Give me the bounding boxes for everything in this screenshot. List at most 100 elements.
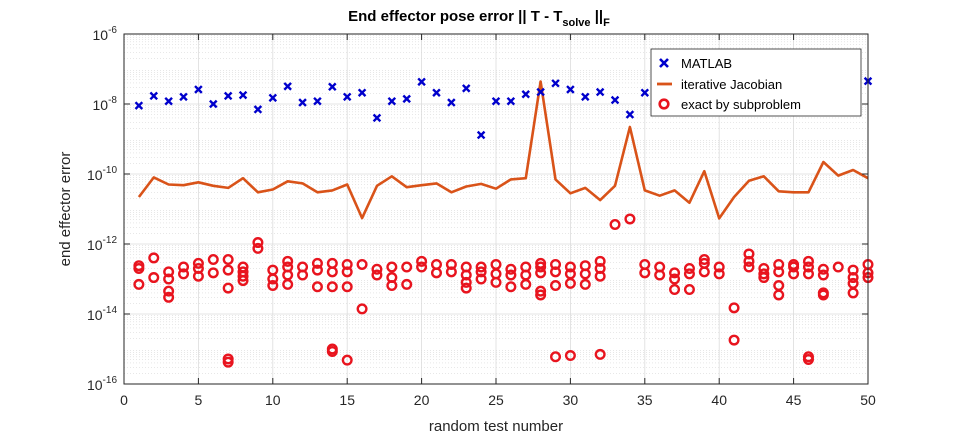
exact-subproblem-point — [847, 287, 859, 299]
exact-subproblem-point — [847, 272, 859, 284]
exact-subproblem-point — [192, 270, 204, 282]
exact-subproblem-point — [445, 266, 457, 278]
exact-subproblem-point — [817, 269, 829, 281]
exact-subproblem-point — [341, 281, 353, 293]
y-tick-label: 10-16 — [87, 375, 117, 393]
exact-subproblem-point — [713, 268, 725, 280]
x-tick-label: 15 — [339, 392, 355, 408]
exact-subproblem-point — [535, 261, 547, 273]
exact-subproblem-point — [341, 266, 353, 278]
exact-subproblem-point — [401, 278, 413, 290]
exact-subproblem-point — [728, 334, 740, 346]
exact-subproblem-point — [683, 284, 695, 296]
matlab-point — [491, 96, 501, 106]
exact-subproblem-point — [163, 285, 175, 297]
exact-subproblem-point — [356, 258, 368, 270]
exact-subproblem-point — [609, 219, 621, 231]
matlab-point — [551, 79, 560, 88]
matlab-point — [476, 130, 486, 140]
matlab-point — [417, 77, 426, 87]
exact-subproblem-point — [401, 261, 413, 273]
exact-subproblem-point — [341, 258, 353, 270]
x-tick-label: 20 — [414, 392, 430, 408]
y-tick-label: 10-14 — [87, 305, 117, 323]
exact-subproblem-point — [564, 350, 576, 362]
legend-label-matlab: MATLAB — [681, 56, 732, 71]
matlab-point — [134, 101, 144, 110]
exact-subproblem-point — [282, 255, 294, 267]
matlab-point — [447, 98, 456, 107]
exact-subproblem-point — [386, 261, 398, 273]
exact-subproblem-point — [639, 267, 651, 279]
legend-box — [650, 48, 862, 117]
exact-subproblem-point — [505, 269, 517, 281]
exact-subproblem-point — [832, 261, 844, 273]
exact-subproblem-point — [460, 276, 472, 288]
matlab-point — [372, 113, 382, 123]
matlab-point — [610, 95, 620, 105]
matlab-point — [506, 96, 516, 106]
y-tick-label: 10-12 — [87, 235, 117, 253]
exact-subproblem-point — [252, 237, 264, 249]
exact-subproblem-point — [163, 291, 175, 303]
exact-subproblem-point — [148, 272, 160, 284]
matlab-point — [328, 82, 337, 92]
exact-subproblem-point — [802, 261, 814, 273]
matlab-point — [402, 94, 411, 104]
exact-subproblem-point — [475, 261, 487, 273]
exact-subproblem-point — [758, 272, 770, 284]
exact-subproblem-point — [445, 258, 457, 270]
y-tick-label: 10-6 — [93, 25, 118, 43]
exact-subproblem-point — [802, 268, 814, 280]
matlab-point — [521, 89, 531, 99]
exact-subproblem-point — [698, 254, 710, 266]
exact-subproblem-point — [222, 356, 234, 368]
exact-subproblem-point — [326, 281, 338, 293]
matlab-point — [149, 91, 159, 101]
exact-subproblem-point — [460, 282, 472, 294]
exact-subproblem-point — [237, 275, 249, 287]
exact-subproblem-point — [624, 213, 636, 225]
matlab-point — [283, 82, 292, 91]
exact-subproblem-point — [207, 254, 219, 266]
exact-subproblem-point — [743, 255, 755, 267]
exact-subproblem-point — [163, 273, 175, 285]
exact-subproblem-point — [341, 354, 353, 366]
exact-subproblem-point — [178, 268, 190, 280]
exact-subproblem-point — [326, 345, 338, 357]
exact-subproblem-point — [654, 269, 666, 281]
matlab-point — [238, 90, 248, 100]
exact-subproblem-point — [178, 261, 190, 273]
exact-subproblem-point — [386, 280, 398, 292]
x-tick-label: 40 — [711, 392, 727, 408]
exact-subproblem-point — [669, 273, 681, 285]
matlab-point — [342, 92, 352, 102]
exact-subproblem-point — [207, 267, 219, 279]
exact-subproblem-point — [594, 270, 606, 282]
y-tick-label: 10-8 — [93, 95, 118, 113]
matlab-point — [164, 96, 173, 106]
exact-subproblem-point — [282, 278, 294, 290]
matlab-point — [625, 110, 635, 119]
x-axis-label: random test number — [429, 418, 563, 435]
exact-subproblem-point — [788, 268, 800, 280]
exact-subproblem-point — [773, 289, 785, 301]
x-tick-label: 35 — [637, 392, 653, 408]
y-axis-label: end effector error — [57, 152, 74, 267]
exact-subproblem-point — [788, 261, 800, 273]
matlab-point — [640, 88, 650, 97]
matlab-point — [581, 92, 590, 102]
matlab-point — [179, 92, 188, 102]
exact-subproblem-point — [773, 266, 785, 278]
matlab-point — [387, 96, 397, 106]
exact-subproblem-point — [416, 255, 428, 267]
matlab-point — [194, 85, 203, 94]
exact-subproblem-point — [743, 248, 755, 260]
exact-subproblem-point — [564, 261, 576, 273]
x-tick-label: 10 — [265, 392, 281, 408]
exact-subproblem-point — [669, 267, 681, 279]
exact-subproblem-point — [713, 261, 725, 273]
x-tick-label: 0 — [120, 392, 128, 408]
matlab-point — [432, 88, 441, 97]
exact-subproblem-point — [356, 303, 368, 315]
